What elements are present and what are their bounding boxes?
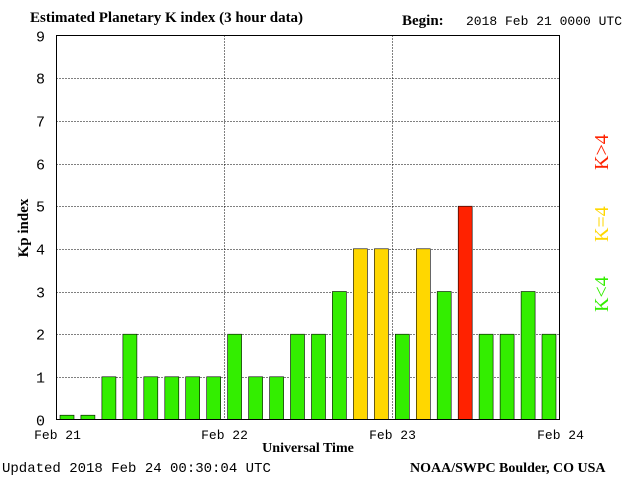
y-tick-label: 4	[36, 243, 45, 260]
kp-bar	[269, 376, 284, 420]
y-tick-label: 1	[36, 371, 45, 388]
kp-bar	[374, 248, 389, 420]
kp-bar	[59, 414, 75, 420]
kp-bar	[248, 376, 263, 420]
kp-bar	[290, 333, 305, 420]
legend-equal: K=4	[591, 206, 613, 242]
x-tick-label: Feb 21	[34, 428, 81, 443]
kp-bar	[185, 376, 200, 420]
y-tick-label: 7	[36, 115, 45, 132]
kp-bar	[478, 333, 494, 420]
begin-value: 2018 Feb 21 0000 UTC	[466, 14, 623, 29]
grid-lines	[56, 35, 560, 420]
x-axis-label: Universal Time	[262, 441, 354, 456]
kp-bar	[332, 291, 347, 420]
y-tick-label: 9	[36, 30, 45, 47]
x-tick-labels: Feb 21 Feb 22 Feb 23 Feb 24	[34, 428, 584, 443]
y-tick-label: 5	[36, 200, 45, 217]
kp-bar	[436, 291, 452, 420]
kp-bar	[143, 376, 159, 420]
legend-low: K<4	[591, 276, 613, 312]
kp-bar	[353, 248, 368, 420]
plot-frame	[56, 35, 560, 420]
kp-bar	[311, 333, 326, 420]
y-tick-labels: 0 1 2 3 4 5 6 7 8 9	[36, 30, 45, 431]
legend-high: K>4	[591, 134, 613, 170]
kp-bar	[415, 248, 431, 420]
kp-bar	[80, 414, 96, 420]
x-tick-label: Feb 23	[369, 428, 416, 443]
y-tick-label: 3	[36, 286, 45, 303]
kp-bar	[394, 333, 410, 420]
kp-bar	[122, 333, 138, 420]
x-tick-label: Feb 24	[537, 428, 584, 443]
y-tick-label: 6	[36, 158, 45, 175]
kp-bar	[541, 333, 557, 420]
bars	[59, 205, 557, 420]
y-tick-label: 0	[36, 414, 45, 431]
begin-label: Begin:	[402, 13, 444, 29]
x-tick-label: Feb 22	[201, 428, 248, 443]
y-tick-label: 2	[36, 328, 45, 345]
source-credit: NOAA/SWPC Boulder, CO USA	[410, 461, 606, 476]
kp-bar	[206, 376, 221, 420]
updated-timestamp: Updated 2018 Feb 24 00:30:04 UTC	[2, 461, 271, 477]
kp-bar	[164, 376, 180, 420]
kp-bar	[227, 333, 242, 420]
chart-title: Estimated Planetary K index (3 hour data…	[30, 10, 304, 26]
y-axis-label: Kp index	[16, 198, 32, 257]
kp-bar	[499, 333, 515, 420]
y-tick-label: 8	[36, 72, 45, 89]
kp-bar	[101, 376, 117, 420]
kp-bar	[457, 205, 473, 420]
kp-bar	[520, 291, 536, 420]
